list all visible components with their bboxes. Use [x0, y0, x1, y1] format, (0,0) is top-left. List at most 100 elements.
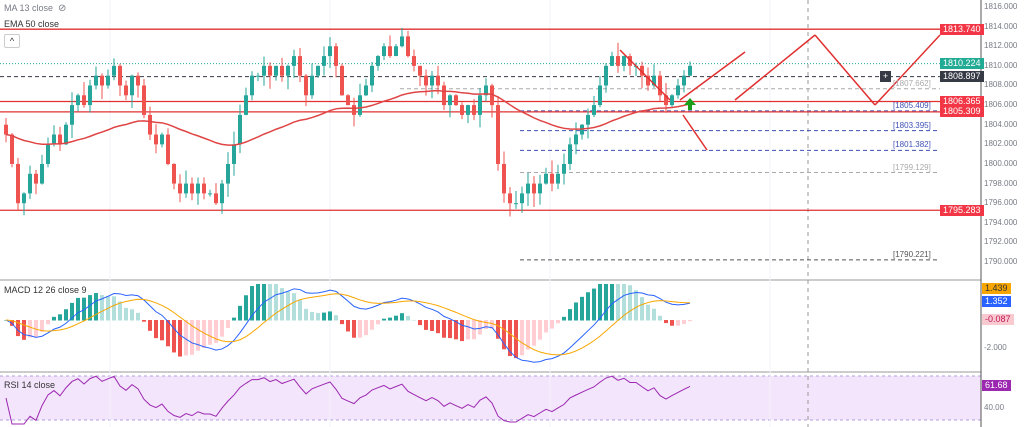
macd-legend[interactable]: MACD 12 26 close 9: [4, 285, 87, 295]
candle: [316, 65, 320, 76]
macd-histogram-bar: [340, 320, 344, 325]
ema-legend[interactable]: EMA 50 close: [4, 19, 60, 29]
candle: [526, 183, 530, 194]
rsi-legend[interactable]: RSI 14 close: [4, 380, 56, 390]
macd-histogram-bar: [538, 320, 542, 340]
macd-histogram-bar: [208, 320, 212, 345]
macd-histogram-bar: [580, 296, 584, 321]
macd-histogram-bar: [316, 312, 320, 321]
rsi-band: [0, 376, 981, 420]
ema-50-line: [5, 89, 691, 146]
macd-histogram-bar: [604, 284, 608, 321]
candle: [400, 36, 404, 47]
macd-histogram-bar: [394, 315, 398, 321]
macd-histogram-bar: [574, 302, 578, 321]
macd-histogram-bar: [334, 315, 338, 321]
price-axis-label: 1796.000: [984, 198, 1018, 208]
candle: [610, 56, 614, 66]
macd-histogram-bar: [250, 286, 254, 321]
candle: [460, 105, 464, 115]
candle: [130, 75, 134, 96]
candle: [562, 163, 566, 174]
macd-histogram-bar: [76, 297, 80, 321]
macd-histogram-bar: [46, 320, 50, 325]
candle: [376, 56, 380, 66]
macd-histogram-bar: [64, 309, 68, 321]
macd-histogram-bar: [532, 320, 536, 346]
price-tag: 1808.897: [940, 71, 984, 83]
macd-histogram-bar: [556, 320, 560, 324]
macd-histogram-bar: [508, 320, 512, 357]
macd-histogram-bar: [550, 320, 554, 329]
macd-histogram-bar: [670, 320, 674, 326]
macd-histogram-bar: [304, 308, 308, 321]
macd-histogram-bar: [184, 320, 188, 356]
collapse-button[interactable]: ^: [4, 34, 20, 48]
price-tag: 1806.365: [940, 96, 984, 108]
candle: [418, 65, 422, 76]
macd-histogram-bar: [322, 312, 326, 321]
macd-histogram-bar: [148, 320, 152, 331]
candle: [658, 75, 662, 96]
macd-histogram-bar: [388, 317, 392, 321]
candle: [544, 173, 548, 184]
candle: [226, 163, 230, 184]
macd-histogram-bar: [172, 320, 176, 353]
candle: [274, 65, 278, 76]
macd-histogram-bar: [88, 295, 92, 321]
candle: [652, 75, 656, 86]
fib-level-label: [1803.395]: [893, 120, 931, 130]
ma-legend[interactable]: MA 13 close: [4, 3, 54, 13]
candle: [262, 65, 266, 76]
candle: [190, 183, 194, 194]
candle: [286, 65, 290, 76]
candle: [82, 95, 86, 106]
macd-histogram-bar: [118, 301, 122, 321]
candle: [196, 183, 200, 194]
price-axis-label: 1800.000: [984, 158, 1018, 168]
candle: [508, 193, 512, 204]
candle: [70, 105, 74, 125]
candle: [208, 193, 212, 195]
macd-histogram-bar: [310, 311, 314, 321]
rsi-value-tag: 61.68: [982, 380, 1011, 391]
candle: [16, 163, 20, 204]
macd-histogram-bar: [136, 312, 140, 321]
candle: [328, 46, 332, 57]
candle: [202, 183, 206, 194]
candle: [448, 95, 452, 106]
macd-histogram-bar: [652, 308, 656, 321]
price-tag: 1810.224: [940, 58, 984, 70]
candle: [616, 56, 620, 66]
macd-histogram-bar: [82, 297, 86, 321]
candle: [472, 105, 476, 115]
macd-histogram-bar: [490, 320, 494, 329]
candle: [646, 75, 650, 86]
candle: [664, 95, 668, 106]
macd-histogram-bar: [640, 297, 644, 321]
price-axis-label: 1810.000: [984, 60, 1018, 70]
macd-histogram-bar: [586, 292, 590, 321]
price-axis-label: 1798.000: [984, 178, 1018, 188]
candle: [334, 46, 338, 66]
macd-value-tag: -0.087: [982, 314, 1014, 325]
candle: [112, 65, 116, 76]
macd-line: [5, 288, 691, 363]
macd-histogram-bar: [34, 320, 38, 337]
macd-histogram-bar: [568, 309, 572, 321]
macd-histogram-bar: [178, 320, 182, 357]
up-arrow-icon: [684, 98, 696, 110]
trend-line-drawing: [679, 51, 746, 101]
macd-histogram-bar: [544, 320, 548, 333]
candle: [550, 173, 554, 184]
candle: [88, 85, 92, 106]
rsi-line: [5, 375, 691, 425]
hidden-eye-icon[interactable]: ⊘: [58, 3, 67, 14]
candle: [574, 134, 578, 145]
macd-histogram-bar: [142, 320, 146, 322]
candle: [106, 75, 110, 86]
macd-histogram-bar: [154, 320, 158, 339]
candle: [532, 183, 536, 194]
candle: [670, 95, 674, 106]
